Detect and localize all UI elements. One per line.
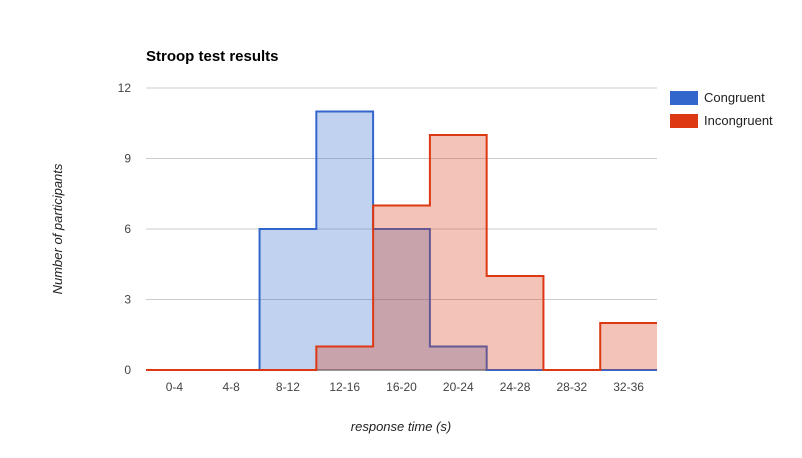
chart-title: Stroop test results [146, 48, 279, 65]
y-tick-label: 6 [124, 222, 131, 236]
y-axis-label: Number of participants [50, 163, 65, 294]
y-tick-label: 9 [124, 152, 131, 166]
legend-swatch-incongruent [670, 113, 698, 128]
bar-congruent-20-24[interactable] [429, 346, 487, 371]
series-incongruent [146, 134, 657, 371]
legend: Congruent Incongruent [670, 86, 773, 132]
legend-label-incongruent: Incongruent [704, 113, 773, 128]
x-tick-label: 4-8 [222, 380, 240, 394]
bar-incongruent-20-24[interactable] [429, 135, 487, 370]
y-tick-labels: 0 3 6 9 12 [118, 81, 132, 377]
legend-item-congruent[interactable]: Congruent [670, 86, 773, 109]
step-line-incongruent [146, 134, 657, 371]
x-tick-label: 24-28 [500, 380, 531, 394]
y-tick-label: 0 [124, 363, 131, 377]
bar-congruent-16-20[interactable] [373, 229, 430, 370]
bar-incongruent-16-20[interactable] [373, 205, 430, 371]
x-tick-label: 12-16 [329, 380, 360, 394]
x-tick-label: 28-32 [556, 380, 587, 394]
legend-item-incongruent[interactable]: Incongruent [670, 109, 773, 132]
series-layer [146, 110, 657, 371]
y-tick-label: 12 [118, 81, 132, 95]
bar-congruent-12-16[interactable] [316, 111, 374, 371]
bar-congruent-8-12[interactable] [259, 229, 317, 370]
x-tick-labels: 0-4 4-8 8-12 12-16 16-20 20-24 24-28 28-32 32-36 [166, 380, 645, 394]
x-tick-label: 32-36 [613, 380, 644, 394]
bar-incongruent-32-36[interactable] [600, 323, 657, 370]
x-tick-label: 0-4 [166, 380, 184, 394]
bar-incongruent-12-16[interactable] [316, 346, 374, 371]
legend-swatch-congruent [670, 90, 698, 105]
x-tick-label: 8-12 [276, 380, 300, 394]
y-tick-label: 3 [124, 293, 131, 307]
legend-label-congruent: Congruent [704, 90, 765, 105]
x-axis-label: response time (s) [351, 419, 451, 434]
x-tick-label: 20-24 [443, 380, 474, 394]
x-tick-label: 16-20 [386, 380, 417, 394]
bar-incongruent-24-28[interactable] [486, 276, 544, 370]
series-congruent [146, 110, 657, 371]
